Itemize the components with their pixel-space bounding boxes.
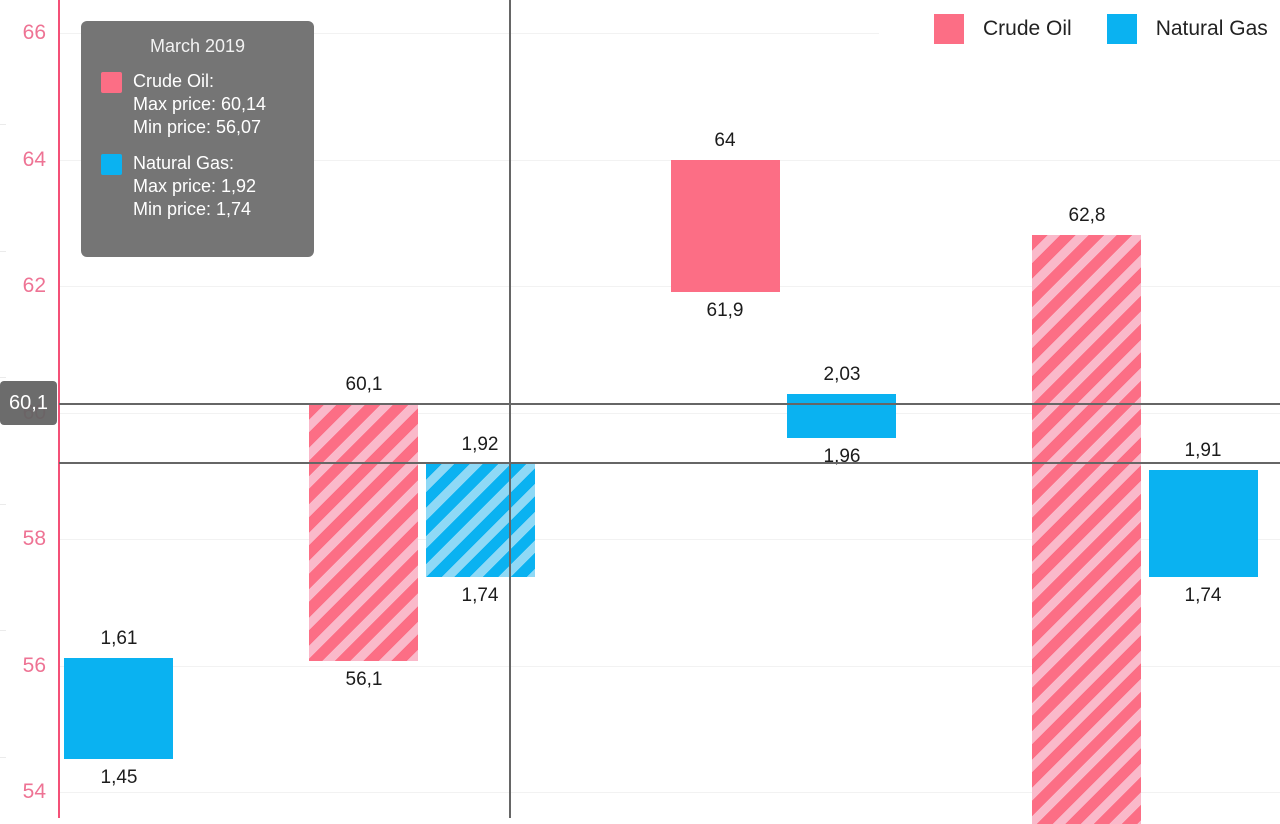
bar-max-label: 64 <box>714 130 736 151</box>
natural-gas-bar[interactable] <box>426 464 535 577</box>
crosshair-y-value-badge: 60,1 <box>0 381 57 425</box>
tooltip-max-price: Max price: 1,92 <box>133 176 257 196</box>
tooltip-crude-oil-row: Crude Oil: Max price: 60,14 Min price: 5… <box>101 70 314 139</box>
bar-max-label: 1,61 <box>100 628 138 649</box>
crude-oil-swatch-icon <box>934 14 964 44</box>
y-axis-label: 64 <box>22 148 46 171</box>
crude-oil-bar[interactable] <box>671 160 780 292</box>
y-axis-label: 66 <box>22 21 46 44</box>
crosshair-vertical-line <box>509 0 511 818</box>
natural-gas-bar[interactable] <box>64 658 173 759</box>
bar-min-label: 1,74 <box>1184 585 1222 606</box>
tooltip-series-name: Crude Oil: <box>133 71 215 91</box>
legend-label: Crude Oil <box>983 17 1072 40</box>
crosshair-horizontal-line-gas <box>59 462 1280 464</box>
tooltip: March 2019 Crude Oil: Max price: 60,14 M… <box>81 21 314 257</box>
hidden-axis-tick <box>0 377 6 378</box>
legend-item-crude-oil[interactable]: Crude Oil <box>934 14 1072 44</box>
bar-max-label: 2,03 <box>823 364 861 385</box>
gridline <box>59 666 1280 667</box>
bar-min-label: 1,74 <box>461 585 499 606</box>
y-axis-label: 56 <box>22 654 46 677</box>
crude-oil-bar[interactable] <box>1032 235 1141 824</box>
bar-min-label: 1,45 <box>100 767 138 788</box>
legend-item-natural-gas[interactable]: Natural Gas <box>1106 14 1268 44</box>
natural-gas-swatch-icon <box>101 154 122 175</box>
y-axis-label: 54 <box>22 780 46 803</box>
hidden-axis-tick <box>0 504 6 505</box>
hidden-axis-tick <box>0 124 6 125</box>
natural-gas-swatch-icon <box>1106 14 1137 44</box>
crude-oil-bar[interactable] <box>309 404 418 661</box>
y-axis-label: 58 <box>22 527 46 550</box>
bar-min-label: 61,9 <box>706 300 744 321</box>
legend-label: Natural Gas <box>1155 17 1268 40</box>
legend: Crude Oil Natural Gas <box>879 0 1280 58</box>
bar-min-label: 1,96 <box>823 446 861 467</box>
gridline <box>59 792 1280 793</box>
gridline <box>59 539 1280 540</box>
natural-gas-bar[interactable] <box>1149 470 1258 577</box>
tooltip-min-price: Min price: 56,07 <box>133 117 262 137</box>
gridline <box>59 33 1280 34</box>
hidden-axis-tick <box>0 757 6 758</box>
tooltip-max-price: Max price: 60,14 <box>133 94 267 114</box>
crosshair-horizontal-line-oil <box>59 403 1280 405</box>
crude-oil-swatch-icon <box>101 72 122 93</box>
y-axis-line <box>58 0 60 818</box>
bar-max-label: 62,8 <box>1068 205 1106 226</box>
gridline <box>59 286 1280 287</box>
tooltip-title: March 2019 <box>149 36 246 56</box>
bar-min-label: 56,1 <box>345 669 383 690</box>
gridline <box>59 413 1280 414</box>
gridline <box>59 160 1280 161</box>
natural-gas-bar[interactable] <box>787 394 896 438</box>
bar-max-label: 60,1 <box>345 374 383 395</box>
bar-max-label: 1,91 <box>1184 440 1222 461</box>
tooltip-natural-gas-row: Natural Gas: Max price: 1,92 Min price: … <box>101 152 314 221</box>
y-axis-label: 62 <box>22 274 46 297</box>
hidden-axis-tick <box>0 630 6 631</box>
hidden-axis-tick <box>0 251 6 252</box>
tooltip-min-price: Min price: 1,74 <box>133 199 252 219</box>
bar-max-label: 1,92 <box>461 434 499 455</box>
tooltip-series-name: Natural Gas: <box>133 153 235 173</box>
